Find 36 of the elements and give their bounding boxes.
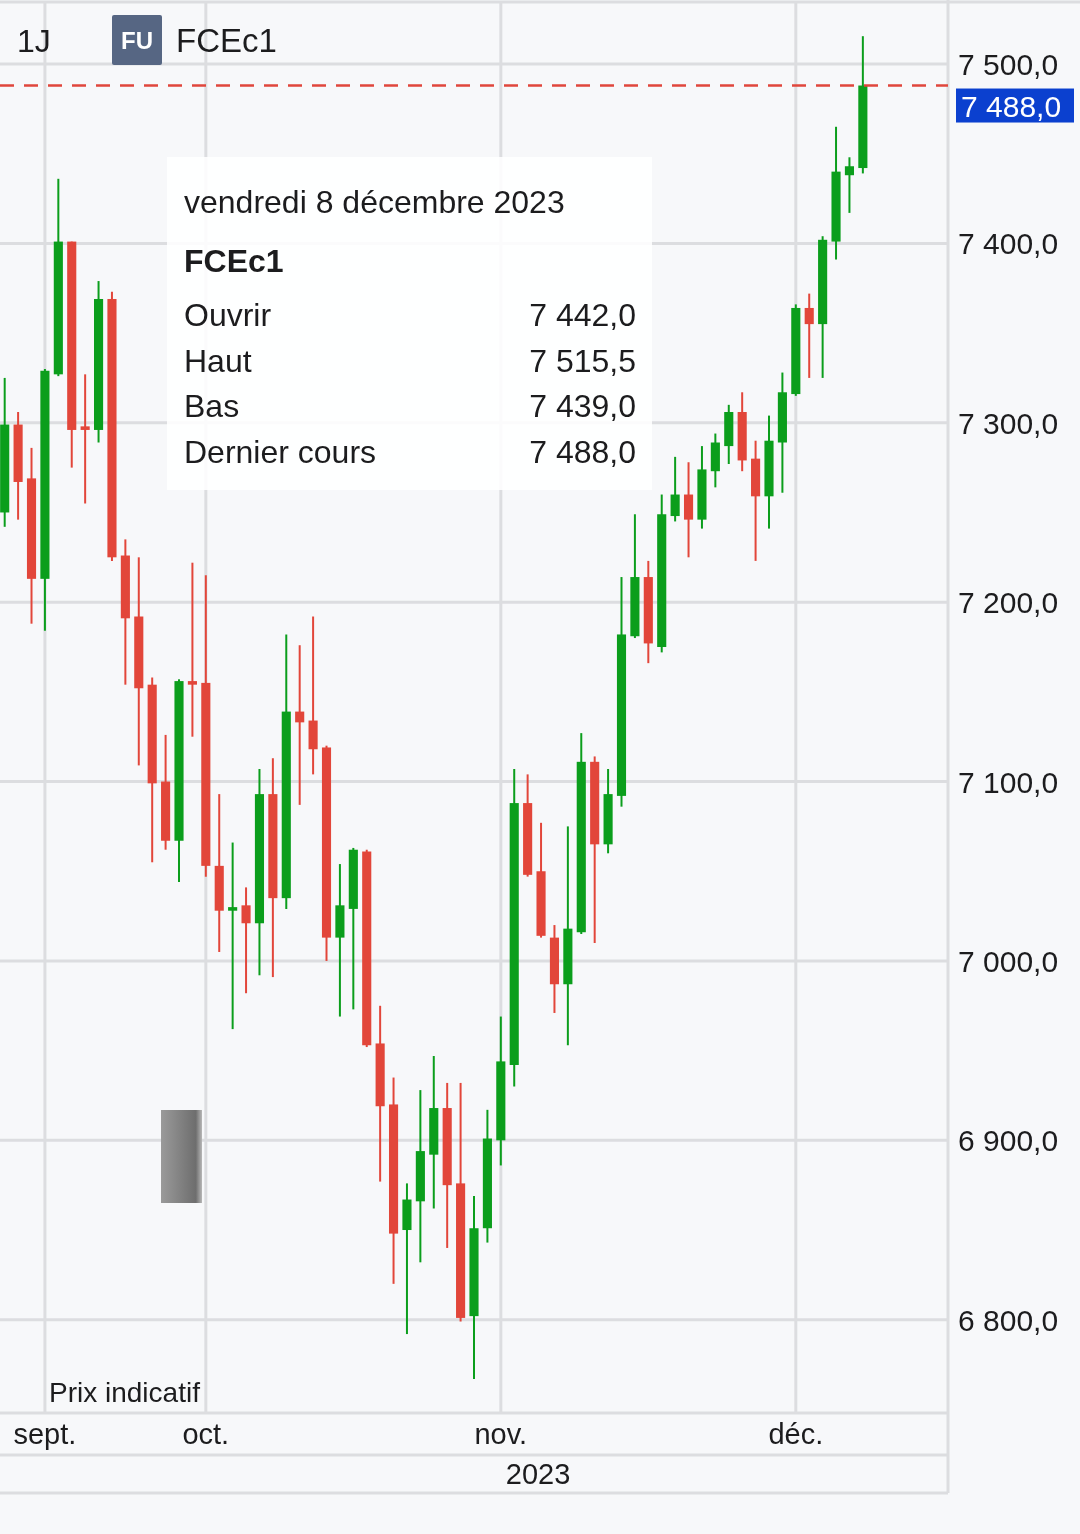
annotation: Bas (184, 388, 240, 424)
candlestick (241, 886, 251, 995)
annotation: Ouvrir (184, 297, 272, 333)
y-tick-label: 7 100,0 (958, 765, 1059, 799)
annotation: 7 442,0 (529, 297, 636, 333)
annotation: 7 439,0 (529, 388, 636, 424)
x-tick-label: sept. (13, 1418, 77, 1450)
annotation: Haut (184, 342, 252, 379)
annotation: 1J (17, 23, 51, 59)
x-tick-label: oct. (182, 1418, 230, 1450)
candlestick (804, 292, 814, 379)
y-tick-label: 6 900,0 (958, 1123, 1059, 1157)
candlestick (670, 455, 680, 523)
candlestick (228, 841, 238, 1031)
x-axis-title: 2023 (505, 1458, 571, 1490)
x-tick-label: déc. (768, 1418, 824, 1450)
annotation: 7 488,0 (529, 433, 636, 470)
y-tick-label: 6 800,0 (958, 1303, 1059, 1337)
text: FCEc1 (184, 243, 284, 279)
candlestick (295, 644, 305, 806)
y-tick-label: 7 300,0 (958, 406, 1059, 440)
x-tick-label: nov. (474, 1418, 528, 1450)
annotation: FU (121, 26, 153, 54)
y-tick-label: 7 500,0 (958, 47, 1059, 81)
text: vendredi 8 décembre 2023 (184, 184, 565, 220)
candlestick (80, 373, 90, 505)
annotation: Prix indicatif (49, 1377, 201, 1408)
candlestick (844, 156, 854, 214)
text: FCEc1 (176, 22, 277, 59)
y-tick-label: 7 400,0 (958, 226, 1059, 260)
annotation: Dernier cours (184, 433, 377, 470)
y-tick-label: 7 200,0 (958, 585, 1059, 619)
ref-line-label: 7 488,0 (961, 89, 1062, 123)
candlestick (187, 561, 197, 738)
y-tick-label: 7 000,0 (958, 944, 1059, 978)
annotation: 7 515,5 (529, 342, 636, 379)
